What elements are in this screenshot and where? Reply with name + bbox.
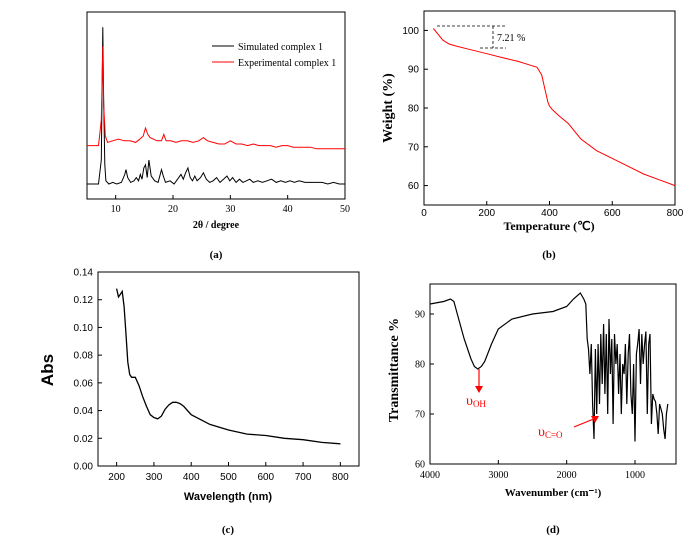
legend-label-simulated: Simulated complex 1: [238, 42, 323, 53]
a-xtick-label-2: 30: [225, 204, 235, 215]
b-xtick-label-4: 800: [667, 208, 684, 219]
d-xtick-label-2: 2000: [557, 470, 577, 481]
panel-a: 10 20 30 40 50 Simulated complex 1 Experimen…: [86, 11, 350, 261]
d-ytick-label-2: 80: [415, 360, 425, 371]
b-ytick-label-1: 70: [408, 142, 420, 153]
panel-d-x-axis-label: Wavenumber (cm⁻¹): [505, 487, 602, 499]
c-ytick-label-6: 0.12: [74, 295, 94, 306]
c-xtick-label-3: 500: [220, 472, 237, 483]
b-ytick-label-4: 100: [402, 26, 419, 37]
arrow-co-head: [591, 416, 599, 423]
b-ytick-label-0: 60: [408, 181, 420, 192]
panel-d-lines: [429, 292, 669, 442]
a-xtick-label-0: 10: [111, 204, 121, 215]
b-xtick-label-0: 0: [421, 208, 427, 219]
panel-c-ticks: 200 300 400 500 600 700 800 0.00 0.02 0.04 0.06 0.0…: [74, 268, 350, 484]
panel-a-lines: [87, 27, 345, 185]
panel-a-label: (a): [210, 249, 223, 261]
d-ytick-label-0: 60: [415, 460, 425, 471]
panel-b-annotation: 7.21 %: [437, 25, 525, 49]
panel-a-x-axis-label: 2θ / degree: [193, 220, 240, 231]
annotation-oh: υOH: [466, 394, 486, 409]
b-xtick-label-1: 200: [478, 208, 495, 219]
c-ytick-label-1: 0.02: [74, 434, 94, 445]
b-series-0: [433, 28, 676, 187]
c-ytick-label-3: 0.06: [74, 378, 94, 389]
panel-a-legend: Simulated complex 1 Experimental complex…: [212, 42, 336, 69]
d-series-0: [429, 292, 669, 442]
panel-c-label: (c): [222, 524, 235, 536]
c-xtick-label-2: 400: [183, 472, 200, 483]
panel-a-x-ticks: 10 20 30 40 50: [111, 195, 350, 215]
panel-b-ticks: 0 200 400 600 800 60 70 80 90 100: [402, 26, 683, 219]
c-ytick-label-7: 0.14: [74, 268, 94, 279]
a-series-0: [87, 27, 345, 185]
panel-d: 4000 3000 2000 1000 60 70 80 90 υOH υC=O Wavenu…: [387, 283, 677, 536]
a-xtick-label-1: 20: [168, 204, 178, 215]
panel-b: 0 200 400 600 800 60 70 80 90 100 7.21 % Temperat…: [381, 10, 684, 261]
c-xtick-label-5: 700: [295, 472, 312, 483]
d-ytick-label-1: 70: [415, 410, 425, 421]
c-xtick-label-4: 600: [257, 472, 274, 483]
panel-d-frame: [429, 283, 677, 465]
c-xtick-label-1: 300: [146, 472, 163, 483]
arrow-co-shaft: [573, 417, 597, 428]
panel-a-frame: [86, 11, 346, 200]
b-ytick-label-2: 80: [408, 104, 420, 115]
c-xtick-label-6: 800: [332, 472, 349, 483]
d-xtick-label-3: 1000: [625, 470, 645, 481]
panel-d-annotations: υOH υC=O: [466, 369, 599, 440]
b-ytick-label-3: 90: [408, 65, 420, 76]
b-xtick-label-2: 400: [541, 208, 558, 219]
a-xtick-label-3: 40: [283, 204, 293, 215]
panel-b-y-axis-label: Weight (%): [381, 73, 396, 143]
c-ytick-label-2: 0.04: [74, 406, 94, 417]
panel-c-x-axis-label: Wavelength (nm): [184, 491, 273, 503]
panel-d-label: (d): [546, 524, 560, 536]
c-ytick-label-4: 0.08: [74, 351, 94, 362]
c-series-0: [115, 288, 341, 445]
panel-c-lines: [115, 288, 341, 445]
c-ytick-label-0: 0.00: [74, 462, 94, 473]
c-xtick-label-0: 200: [108, 472, 125, 483]
d-ytick-label-3: 90: [415, 310, 425, 321]
panel-b-lines: [433, 28, 676, 187]
c-ytick-label-5: 0.10: [74, 323, 94, 334]
panel-c-frame: [97, 271, 360, 467]
d-xtick-label-0: 4000: [420, 470, 440, 481]
a-xtick-label-4: 50: [340, 204, 350, 215]
arrow-oh-head: [475, 386, 483, 393]
panel-b-frame: [423, 10, 676, 206]
panel-b-label: (b): [542, 249, 556, 261]
panel-c: 200 300 400 500 600 700 800 0.00 0.02 0.04 0.06 0.0…: [38, 268, 360, 536]
d-xtick-label-1: 3000: [488, 470, 508, 481]
panel-c-y-axis-label: Abs: [38, 354, 57, 386]
panel-d-y-axis-label: Transmittance %: [387, 318, 402, 422]
panel-b-x-axis-label: Temperature (℃): [503, 219, 594, 233]
b-xtick-label-3: 600: [604, 208, 621, 219]
annotation-mass-loss: 7.21 %: [497, 33, 525, 44]
panel-d-ticks: 4000 3000 2000 1000 60 70 80 90: [415, 310, 645, 482]
a-series-1: [87, 46, 345, 150]
legend-label-experimental: Experimental complex 1: [238, 58, 336, 69]
annotation-co: υC=O: [538, 425, 563, 440]
